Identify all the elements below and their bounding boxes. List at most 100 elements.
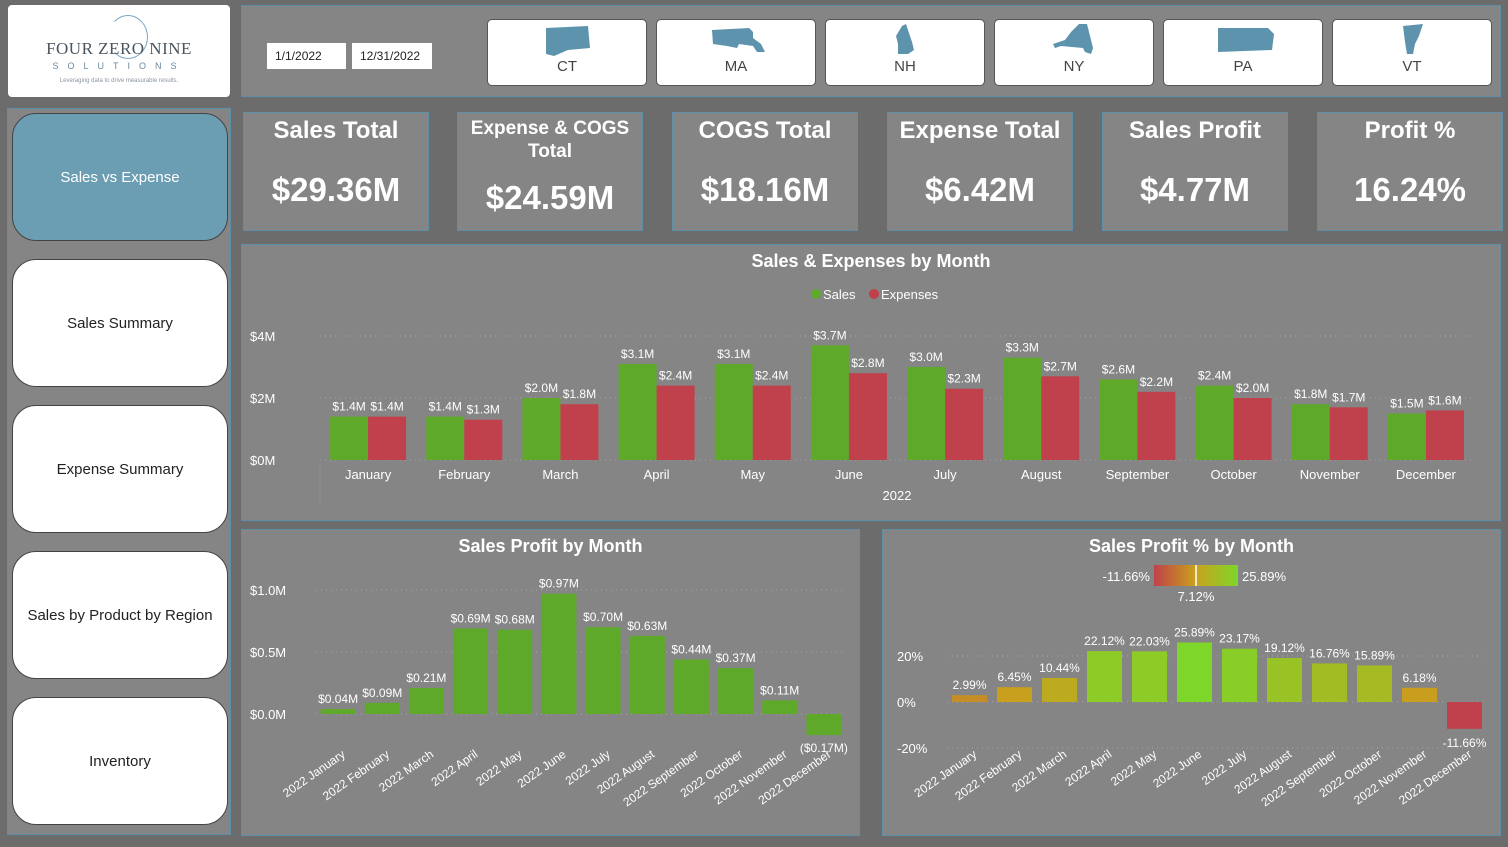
x-tick-label: 2022 April xyxy=(1062,747,1114,789)
bar-expenses xyxy=(1425,410,1464,460)
x-tick-label: 2022 September xyxy=(1259,747,1340,809)
data-label-profit-pct: 25.89% xyxy=(1174,625,1215,639)
kpi-value: $4.77M xyxy=(1139,171,1251,208)
state-button-ma[interactable]: MA xyxy=(656,19,816,86)
x-tick-label: September xyxy=(1106,467,1170,482)
bar-sales xyxy=(810,345,849,460)
bar-expenses xyxy=(945,388,984,460)
nav-sales-vs-expense[interactable]: Sales vs Expense xyxy=(12,113,228,241)
x-tick-label: May xyxy=(740,467,765,482)
kpi-card-sales-total: Sales Total $29.36M xyxy=(243,112,429,231)
data-label-profit-pct: 15.89% xyxy=(1354,648,1395,662)
kpi-title: Profit % xyxy=(1364,117,1456,144)
bar-profit xyxy=(408,687,444,714)
nav-expense-summary[interactable]: Expense Summary xyxy=(12,405,228,533)
data-label-expenses: $2.0M xyxy=(1236,381,1269,395)
y-tick-label: $4M xyxy=(250,329,275,344)
x-tick-label: October xyxy=(1210,467,1257,482)
end-date-input[interactable]: 12/31/2022 xyxy=(352,43,432,69)
data-label-expenses: $2.8M xyxy=(851,356,884,370)
bar-profit xyxy=(320,709,356,714)
data-label-profit-pct: -11.66% xyxy=(1443,736,1487,750)
color-scale-mid-label: 7.12% xyxy=(1178,589,1215,604)
kpi-card-expense-total: Expense Total $6.42M xyxy=(887,112,1073,231)
y-tick-label: $0.0M xyxy=(250,707,286,722)
bar-expenses xyxy=(1233,398,1272,460)
bar-profit-pct xyxy=(997,687,1032,702)
data-label-sales: $1.4M xyxy=(332,400,365,414)
bar-expenses xyxy=(656,385,695,460)
state-button-pa[interactable]: PA xyxy=(1163,19,1323,86)
state-button-vt[interactable]: VT xyxy=(1332,19,1492,86)
chart-title: Sales Profit by Month xyxy=(458,536,643,556)
data-label-expenses: $2.4M xyxy=(755,369,788,383)
bar-sales xyxy=(522,398,561,460)
filter-bar: 1/1/2022 12/31/2022 CT MA NH NY PA VT xyxy=(241,5,1501,97)
kpi-value: 16.24% xyxy=(1354,171,1466,208)
kpi-title: Sales Profit xyxy=(1128,117,1262,144)
bar-profit-pct xyxy=(1042,677,1077,702)
company-logo: FOUR ZERO NINE SOLUTIONS Leveraging data… xyxy=(8,5,230,97)
page-navigation: Sales vs Expense Sales Summary Expense S… xyxy=(7,108,231,835)
ma-map-icon xyxy=(712,28,765,52)
nh-map-icon xyxy=(896,24,914,54)
vt-map-icon xyxy=(1403,24,1423,54)
bar-profit-pct xyxy=(1267,658,1302,702)
data-label-expenses: $2.4M xyxy=(659,369,692,383)
x-tick-label: March xyxy=(542,467,578,482)
kpi-card-profit-pct: Profit % 16.24% xyxy=(1317,112,1503,231)
bar-sales xyxy=(714,363,753,460)
x-tick-label: February xyxy=(438,467,491,482)
data-label-sales: $3.3M xyxy=(1006,341,1039,355)
bar-profit-pct xyxy=(1357,665,1392,702)
bar-profit-pct xyxy=(1087,651,1122,702)
y-tick-label: $1.0M xyxy=(250,583,286,598)
bar-expenses xyxy=(560,404,599,460)
y-tick-label: $0M xyxy=(250,453,275,468)
bar-profit-pct xyxy=(952,695,987,702)
bar-profit xyxy=(673,659,709,714)
state-button-ct[interactable]: CT xyxy=(487,19,647,86)
kpi-value: $6.42M xyxy=(924,171,1036,208)
nav-inventory[interactable]: Inventory xyxy=(12,697,228,825)
y-tick-label: $2M xyxy=(250,391,275,406)
start-date-input[interactable]: 1/1/2022 xyxy=(267,43,346,69)
data-label-profit: $0.97M xyxy=(539,577,579,591)
nav-sales-by-product-by-region[interactable]: Sales by Product by Region xyxy=(12,551,228,679)
bar-profit xyxy=(541,593,577,714)
data-label-expenses: $2.2M xyxy=(1140,375,1173,389)
logo-line1: FOUR ZERO NINE xyxy=(46,39,192,58)
data-label-sales: $1.8M xyxy=(1294,387,1327,401)
data-label-profit: $0.44M xyxy=(671,642,711,656)
logo-ring-graphic xyxy=(108,15,148,59)
bar-sales xyxy=(426,416,465,460)
sales-expenses-chart-panel: Sales & Expenses by Month Sales Expenses $… xyxy=(241,244,1501,521)
state-button-nh[interactable]: NH xyxy=(825,19,985,86)
data-label-profit: $0.09M xyxy=(362,686,402,700)
data-label-sales: $1.5M xyxy=(1390,397,1423,411)
x-tick-label: December xyxy=(1396,467,1457,482)
data-label-sales: $2.6M xyxy=(1102,362,1135,376)
state-button-ny[interactable]: NY xyxy=(994,19,1154,86)
data-label-sales: $3.0M xyxy=(909,350,942,364)
data-label-sales: $3.7M xyxy=(813,328,846,342)
x-tick-label: 2022 April xyxy=(429,747,481,789)
ny-map-icon xyxy=(1053,24,1093,54)
data-label-expenses: $1.6M xyxy=(1428,393,1461,407)
nav-sales-summary[interactable]: Sales Summary xyxy=(12,259,228,387)
sales-expenses-chart: Sales Expenses $0M $2M $4M $1.4M $1.4M January $… xyxy=(250,287,1474,503)
data-label-profit: $0.70M xyxy=(583,610,623,624)
kpi-value: $24.59M xyxy=(485,179,615,216)
state-label-ma: MA xyxy=(724,58,748,75)
y-tick-label: -20% xyxy=(897,741,928,756)
bar-sales xyxy=(907,367,946,460)
x-tick-label: August xyxy=(1021,467,1062,482)
data-label-profit-pct: 2.99% xyxy=(952,678,986,692)
kpi-value: $29.36M xyxy=(271,171,401,208)
pa-map-icon xyxy=(1218,28,1274,52)
kpi-card-sales-profit: Sales Profit $4.77M xyxy=(1102,112,1288,231)
sales-profit-chart-panel: Sales Profit by Month $0.0M $0.5M $1.0M $0.… xyxy=(241,529,860,836)
data-label-profit: $0.68M xyxy=(495,613,535,627)
x-axis-label: 2022 xyxy=(883,488,912,503)
